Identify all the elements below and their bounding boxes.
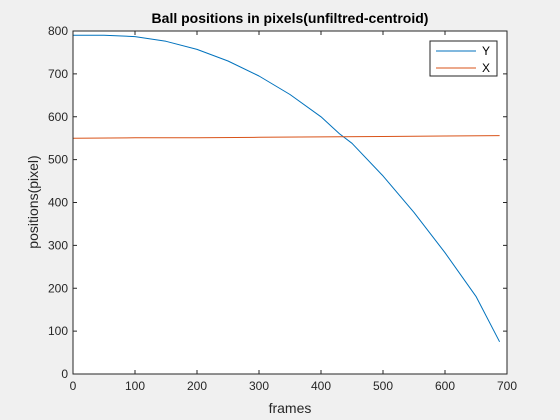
x-tick-label: 600 [435,379,455,393]
y-tick-label: 0 [61,367,68,381]
legend-label-y: Y [482,44,490,58]
ticks-layer: 0 100 200 300 400 500 600 700 0 100 200 300 400 500 60… [48,24,517,393]
series-layer [72,34,501,343]
x-tick-label: 700 [497,379,517,393]
x-tick-label: 0 [70,379,77,393]
x-tick-label: 200 [187,379,207,393]
y-tick-label: 600 [48,110,68,124]
legend: Y X [429,40,498,77]
x-tick-label: 100 [125,379,145,393]
y-tick-label: 700 [48,67,68,81]
chart-title: Ball positions in pixels(unfiltred-centr… [152,10,429,26]
y-tick-label: 500 [48,153,68,167]
legend-box [429,40,498,77]
y-tick-label: 100 [48,324,68,338]
legend-label-x: X [482,61,490,75]
y-tick-label: 400 [48,196,68,210]
x-tick-label: 400 [311,379,331,393]
series-line-y [73,34,501,343]
x-tick-label: 500 [373,379,393,393]
plot-area [73,31,507,374]
series-line-x [72,135,500,139]
y-tick-label: 200 [48,281,68,295]
x-tick-label: 300 [249,379,269,393]
y-tick-label: 800 [48,24,68,38]
y-axis-label: positions(pixel) [25,155,41,248]
x-axis-label: frames [269,400,312,416]
y-tick-label: 300 [48,238,68,252]
plot-frame [72,30,508,375]
